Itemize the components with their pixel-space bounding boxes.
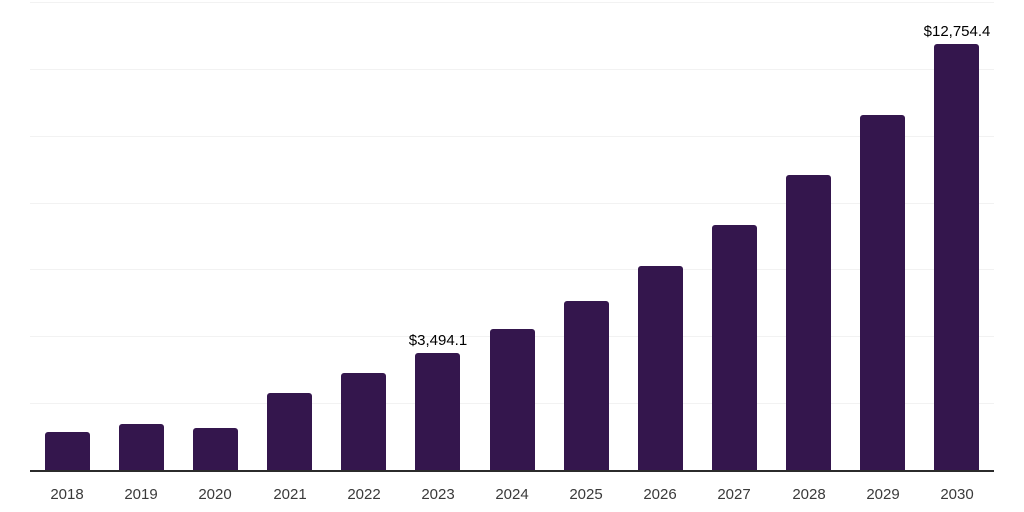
gridline [30, 2, 994, 3]
bar-2028 [786, 175, 831, 470]
bar-2029 [860, 115, 905, 470]
x-tick-label-2021: 2021 [273, 486, 307, 503]
x-tick-label-2023: 2023 [421, 486, 455, 503]
bar-2026 [638, 266, 683, 470]
x-tick-label-2019: 2019 [124, 486, 158, 503]
gridline [30, 269, 994, 270]
bar-value-label-2030: $12,754.4 [923, 23, 991, 40]
bar-2025 [564, 301, 609, 470]
x-tick-label-2028: 2028 [792, 486, 826, 503]
gridline [30, 203, 994, 204]
x-tick-label-2029: 2029 [866, 486, 900, 503]
bar-2021 [267, 393, 312, 470]
x-tick-label-2026: 2026 [643, 486, 677, 503]
bar-2018 [45, 432, 90, 470]
bar-2024 [490, 329, 535, 470]
bar-2027 [712, 225, 757, 470]
bar-2019 [119, 424, 164, 470]
gridline [30, 69, 994, 70]
x-tick-label-2018: 2018 [50, 486, 84, 503]
x-tick-label-2025: 2025 [569, 486, 603, 503]
bar-2020 [193, 428, 238, 470]
bar-2030 [934, 44, 979, 470]
x-axis-line [30, 470, 994, 472]
x-tick-label-2024: 2024 [495, 486, 529, 503]
gridline [30, 136, 994, 137]
x-tick-label-2027: 2027 [717, 486, 751, 503]
x-tick-label-2020: 2020 [198, 486, 232, 503]
bar-2023 [415, 353, 460, 470]
x-tick-label-2030: 2030 [940, 486, 974, 503]
bar-2022 [341, 373, 386, 470]
x-tick-label-2022: 2022 [347, 486, 381, 503]
bar-value-label-2023: $3,494.1 [408, 332, 468, 349]
